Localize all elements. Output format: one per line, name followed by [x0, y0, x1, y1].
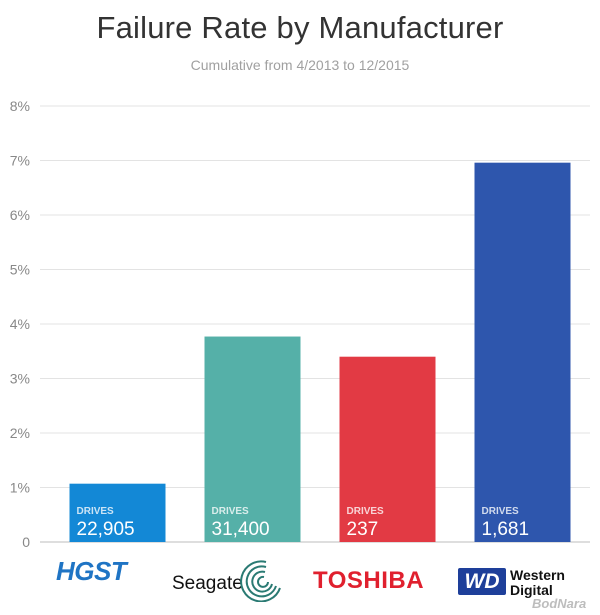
seagate-logo: Seagate — [172, 573, 243, 594]
bar-labels: DRIVES 22,905 DRIVES 31,400 DRIVES 237 DRIVES 1… — [77, 506, 530, 540]
hgst-logo: HGST — [56, 556, 127, 586]
drives-count: 1,681 — [482, 519, 530, 540]
drives-label: DRIVES — [482, 506, 520, 517]
drives-count: 237 — [347, 519, 379, 540]
drives-count: 22,905 — [77, 519, 135, 540]
drives-label: DRIVES — [347, 506, 385, 517]
y-tick-label: 2% — [10, 425, 30, 441]
bar-seagate — [204, 336, 301, 542]
bar-toshiba — [339, 356, 436, 542]
wd-name-line2: Digital — [510, 582, 553, 598]
wd-logo-mark: WD — [458, 568, 506, 595]
chart-title: Failure Rate by Manufacturer — [96, 10, 504, 45]
y-tick-label: 0 — [22, 534, 30, 550]
y-tick-label: 1% — [10, 480, 30, 496]
western-digital-logo: Western Digital — [510, 568, 565, 598]
seagate-swirl-icon — [240, 560, 281, 602]
chart-subtitle: Cumulative from 4/2013 to 12/2015 — [190, 57, 410, 73]
wd-name-line1: Western — [510, 567, 565, 583]
y-tick-label: 4% — [10, 316, 30, 332]
y-tick-label: 3% — [10, 371, 30, 387]
y-tick-label: 8% — [10, 98, 30, 114]
y-tick-label: 5% — [10, 262, 30, 278]
drives-label: DRIVES — [77, 506, 115, 517]
y-tick-label: 7% — [10, 153, 30, 169]
watermark: BodNara — [532, 596, 587, 611]
drives-label: DRIVES — [212, 506, 250, 517]
toshiba-logo: TOSHIBA — [313, 567, 425, 594]
drives-count: 31,400 — [212, 519, 270, 540]
bars — [69, 162, 571, 542]
bar-hgst — [69, 483, 166, 542]
y-tick-label: 6% — [10, 207, 30, 223]
bar-western-digital — [474, 162, 571, 542]
y-axis-ticks: 0 1% 2% 3% 4% 5% 6% 7% 8% — [10, 98, 30, 550]
